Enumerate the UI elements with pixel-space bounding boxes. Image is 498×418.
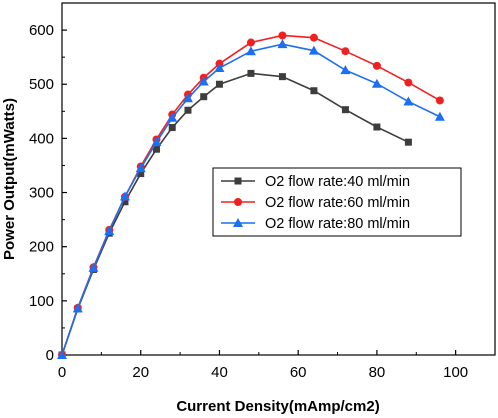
y-tick-label: 100 [29,293,54,310]
x-tick-label: 40 [211,364,228,381]
y-axis-title: Power Output(mWatts) [1,98,18,260]
data-point [121,198,129,206]
data-point [88,262,99,272]
data-point [135,163,146,173]
data-point [404,138,412,146]
data-point [152,145,160,153]
data-point [200,93,208,101]
x-tick-label: 100 [443,364,468,381]
data-point [434,111,445,121]
data-point [198,76,209,86]
y-tick-label: 0 [46,347,54,364]
x-tick-label: 20 [132,364,149,381]
y-tick-label: 400 [29,130,54,147]
data-point [371,78,382,88]
data-point [168,124,176,132]
data-point [247,69,255,77]
data-point [277,39,288,49]
legend-item: O2 flow rate:40 ml/min [221,174,410,190]
data-point [137,170,145,178]
series-line [61,43,441,356]
data-point [182,93,193,103]
x-tick-label: 0 [58,364,66,381]
data-point [72,303,83,313]
data-point [245,46,256,56]
legend-label: O2 flow rate:60 ml/min [265,195,410,211]
data-point [57,350,67,359]
x-tick-label: 80 [369,364,386,381]
series-layer [57,31,445,359]
y-tick-label: 600 [29,22,54,39]
data-point [278,73,286,81]
x-tick-label: 60 [290,364,307,381]
data-point [373,123,381,131]
data-point [214,62,225,72]
data-point [309,33,318,42]
series-3 [57,39,445,359]
legend-marker [233,218,243,227]
legend-marker [234,177,242,185]
data-point [308,45,319,55]
legend-item: O2 flow rate:60 ml/min [221,195,410,211]
x-axis-ticks: 0 20 40 60 80 100 [58,350,468,381]
data-point [340,65,351,75]
data-point [151,137,162,147]
data-point [341,47,350,56]
data-point [404,78,413,87]
data-point [184,106,192,114]
data-point [104,225,115,235]
data-point [403,96,414,106]
data-point [372,61,381,70]
data-point [215,80,223,88]
data-point [310,87,318,95]
data-point [341,106,349,114]
legend-item: O2 flow rate:80 ml/min [221,216,410,232]
data-point [435,96,444,105]
y-tick-label: 300 [29,185,54,202]
data-point [278,31,287,40]
data-point [119,191,130,201]
legend-label: O2 flow rate:80 ml/min [265,216,410,232]
legend: O2 flow rate:40 ml/min O2 flow rate:60 ml… [212,167,462,237]
data-point [246,38,255,47]
y-axis-ticks: 0 100 200 300 400 500 600 [29,2,67,364]
y-tick-label: 200 [29,239,54,256]
x-axis-title: Current Density(mAmp/cm2) [176,398,379,415]
legend-label: O2 flow rate:40 ml/min [265,174,410,190]
data-point [167,112,178,122]
legend-marker [234,198,242,206]
y-tick-label: 500 [29,76,54,93]
